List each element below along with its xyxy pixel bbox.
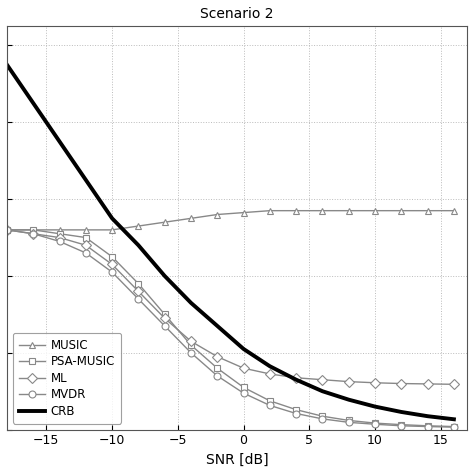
ML (109, 262, 115, 267)
MUSIC (188, 216, 194, 221)
CRB (319, 388, 325, 394)
MUSIC (30, 227, 36, 233)
CRB (214, 323, 220, 329)
ML (188, 338, 194, 344)
PSA-MUSIC (399, 422, 404, 428)
PSA-MUSIC (293, 407, 299, 412)
Line: ML: ML (3, 227, 457, 388)
ML (83, 242, 89, 248)
MUSIC (293, 208, 299, 213)
PSA-MUSIC (241, 384, 246, 390)
MVDR (241, 390, 246, 396)
MUSIC (4, 227, 10, 233)
MVDR (267, 402, 273, 408)
ML (136, 289, 141, 294)
ML (319, 377, 325, 383)
ML (162, 315, 167, 321)
MUSIC (136, 223, 141, 229)
ML (30, 231, 36, 237)
CRB (293, 377, 299, 383)
X-axis label: SNR [dB]: SNR [dB] (206, 453, 268, 467)
MUSIC (267, 208, 273, 213)
PSA-MUSIC (372, 420, 378, 426)
CRB (425, 413, 430, 419)
CRB (399, 409, 404, 415)
CRB (4, 62, 10, 67)
PSA-MUSIC (83, 235, 89, 240)
MVDR (30, 231, 36, 237)
MVDR (425, 424, 430, 429)
Line: PSA-MUSIC: PSA-MUSIC (3, 227, 457, 430)
PSA-MUSIC (30, 227, 36, 233)
PSA-MUSIC (4, 227, 10, 233)
CRB (109, 216, 115, 221)
CRB (267, 364, 273, 369)
MVDR (136, 296, 141, 302)
MVDR (162, 323, 167, 329)
MVDR (214, 373, 220, 379)
PSA-MUSIC (188, 342, 194, 348)
MVDR (451, 424, 457, 430)
MUSIC (109, 227, 115, 233)
CRB (136, 242, 141, 248)
MUSIC (241, 210, 246, 216)
MVDR (83, 250, 89, 256)
CRB (57, 139, 63, 145)
MVDR (372, 421, 378, 427)
Line: MUSIC: MUSIC (3, 207, 457, 233)
PSA-MUSIC (57, 231, 63, 237)
CRB (372, 404, 378, 410)
PSA-MUSIC (214, 365, 220, 371)
PSA-MUSIC (319, 413, 325, 419)
MVDR (319, 416, 325, 422)
MVDR (293, 410, 299, 416)
Legend: MUSIC, PSA-MUSIC, ML, MVDR, CRB: MUSIC, PSA-MUSIC, ML, MVDR, CRB (13, 333, 121, 424)
MUSIC (319, 208, 325, 213)
MVDR (4, 227, 10, 233)
CRB (30, 100, 36, 106)
CRB (188, 300, 194, 306)
MVDR (399, 423, 404, 428)
PSA-MUSIC (109, 254, 115, 260)
ML (451, 382, 457, 387)
PSA-MUSIC (162, 311, 167, 317)
MUSIC (214, 212, 220, 218)
Line: CRB: CRB (7, 64, 454, 419)
CRB (162, 273, 167, 279)
ML (293, 375, 299, 381)
MUSIC (162, 219, 167, 225)
MUSIC (83, 227, 89, 233)
PSA-MUSIC (346, 418, 352, 423)
Line: MVDR: MVDR (3, 227, 457, 430)
MUSIC (399, 208, 404, 213)
MUSIC (372, 208, 378, 213)
MUSIC (346, 208, 352, 213)
ML (372, 380, 378, 386)
ML (267, 371, 273, 377)
ML (399, 381, 404, 386)
ML (425, 381, 430, 387)
ML (346, 379, 352, 384)
CRB (83, 177, 89, 183)
CRB (346, 397, 352, 402)
Title: Scenario 2: Scenario 2 (200, 7, 274, 21)
ML (4, 227, 10, 233)
MUSIC (57, 227, 63, 233)
CRB (451, 417, 457, 422)
MVDR (346, 419, 352, 425)
MUSIC (451, 208, 457, 213)
PSA-MUSIC (267, 398, 273, 404)
PSA-MUSIC (425, 423, 430, 428)
MVDR (109, 269, 115, 275)
CRB (241, 346, 246, 352)
PSA-MUSIC (136, 281, 141, 286)
PSA-MUSIC (451, 424, 457, 429)
ML (241, 365, 246, 371)
MUSIC (425, 208, 430, 213)
ML (57, 235, 63, 240)
MVDR (188, 350, 194, 356)
ML (214, 354, 220, 359)
MVDR (57, 238, 63, 244)
